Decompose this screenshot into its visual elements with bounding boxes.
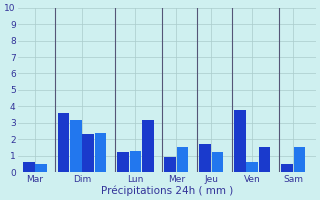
Bar: [212, 152, 223, 172]
Bar: [164, 157, 176, 172]
Bar: [95, 133, 106, 172]
Bar: [23, 162, 35, 172]
Bar: [82, 134, 94, 172]
Bar: [117, 152, 129, 172]
Bar: [281, 164, 293, 172]
Bar: [35, 164, 47, 172]
Bar: [130, 151, 141, 172]
Bar: [234, 110, 246, 172]
Bar: [177, 147, 188, 172]
X-axis label: Précipitations 24h ( mm ): Précipitations 24h ( mm ): [101, 185, 233, 196]
Bar: [293, 147, 305, 172]
Bar: [70, 120, 82, 172]
Bar: [199, 144, 211, 172]
Bar: [58, 113, 69, 172]
Bar: [259, 147, 270, 172]
Bar: [246, 162, 258, 172]
Bar: [142, 120, 154, 172]
